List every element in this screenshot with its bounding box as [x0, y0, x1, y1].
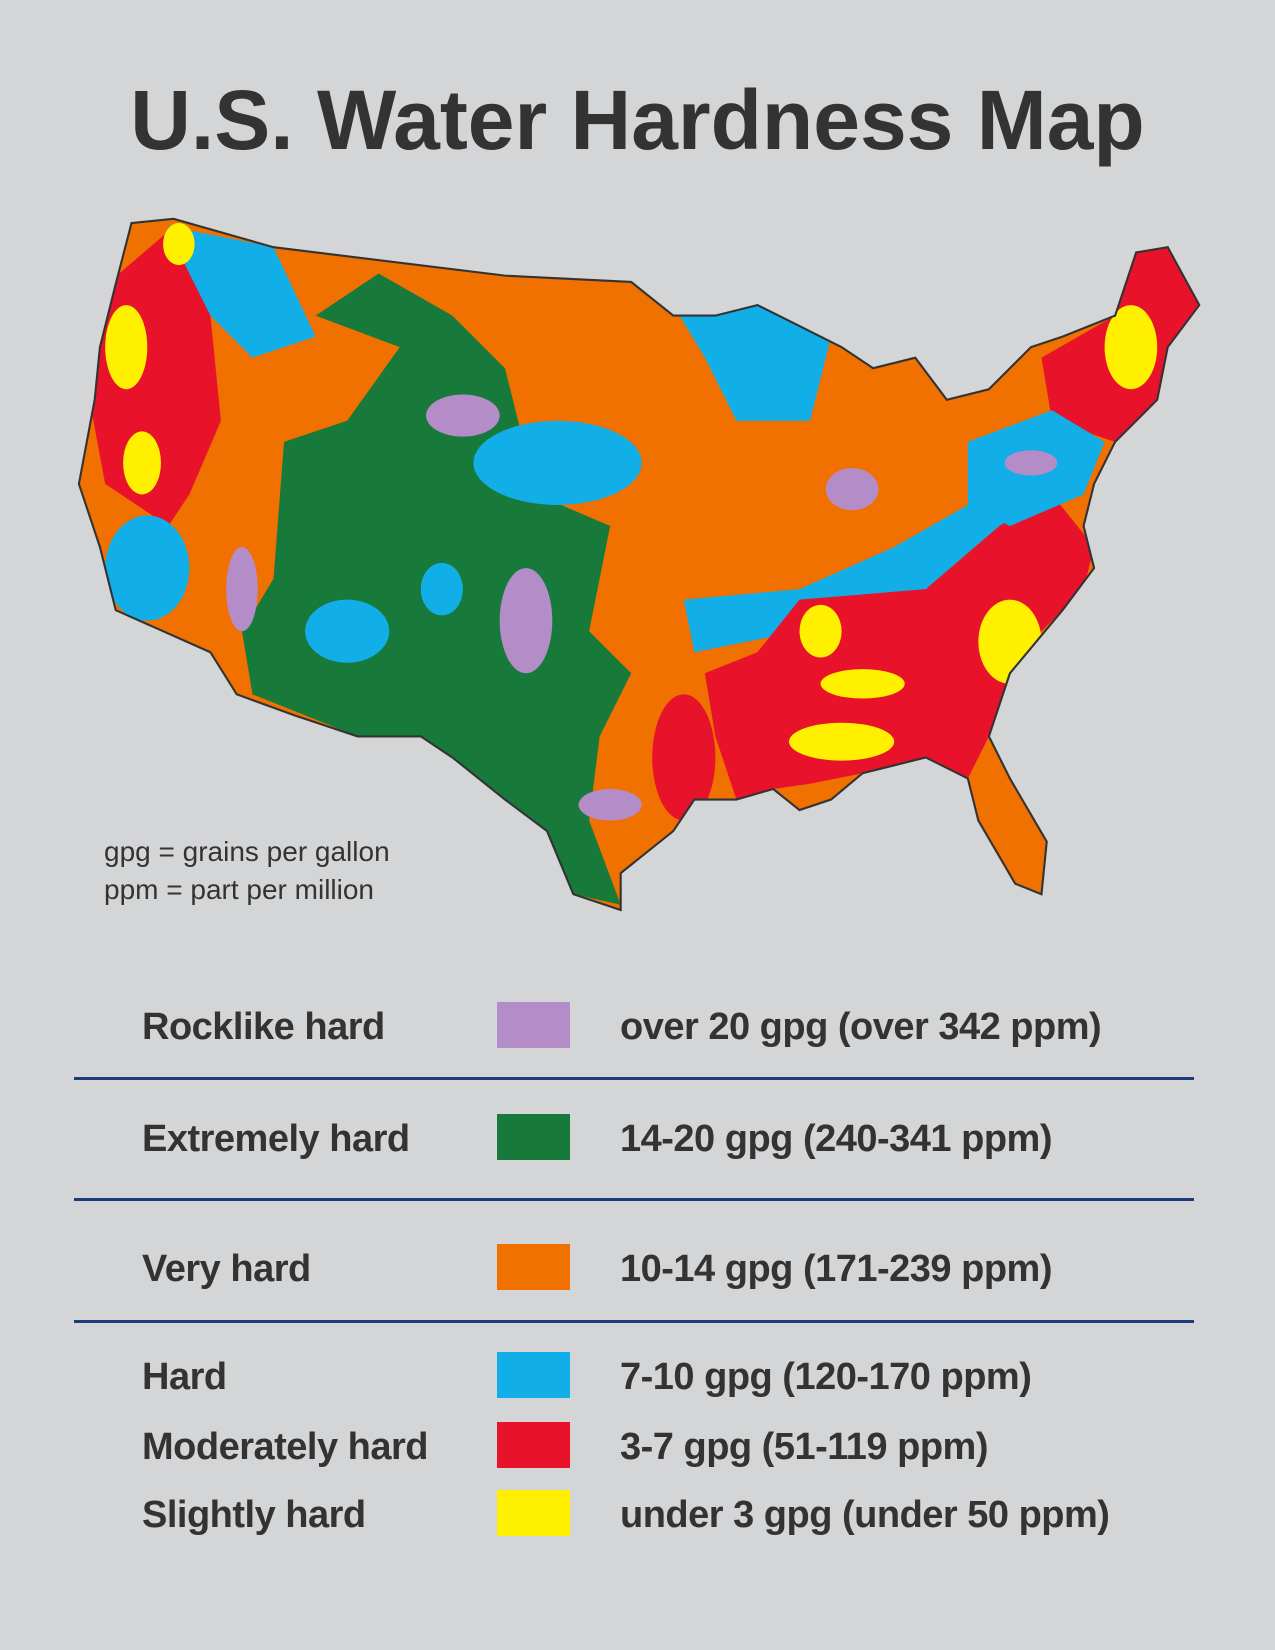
region — [683, 441, 1074, 653]
region — [305, 599, 390, 663]
region — [89, 231, 221, 526]
legend-description: 14-20 gpg (240-341 ppm) — [620, 1118, 1052, 1160]
region — [799, 604, 842, 658]
legend-row: Hard 7-10 gpg (120-170 ppm) — [142, 1352, 1262, 1400]
legend-swatch — [497, 1002, 570, 1048]
us-map — [77, 217, 1201, 912]
region — [105, 305, 148, 390]
region — [578, 789, 642, 821]
region — [105, 515, 190, 621]
legend-description: over 20 gpg (over 342 ppm) — [620, 1006, 1102, 1048]
separator — [74, 1320, 1194, 1323]
legend-row: Very hard 10-14 gpg (171-239 ppm) — [142, 1244, 1262, 1292]
legend-swatch — [497, 1422, 570, 1468]
region — [473, 420, 642, 505]
title: U.S. Water Hardness Map — [130, 73, 1145, 167]
region — [1004, 450, 1058, 476]
separator — [74, 1077, 1194, 1080]
region — [704, 494, 1095, 800]
region — [163, 223, 195, 266]
legend-label: Moderately hard — [142, 1426, 429, 1468]
region — [652, 694, 716, 821]
region — [226, 547, 258, 632]
legend-swatch — [497, 1490, 570, 1536]
legend-description: under 3 gpg (under 50 ppm) — [620, 1494, 1110, 1536]
legend-description: 10-14 gpg (171-239 ppm) — [620, 1248, 1052, 1290]
note: ppm = part per million — [104, 874, 375, 905]
legend-description: 7-10 gpg (120-170 ppm) — [620, 1356, 1032, 1398]
region — [789, 722, 895, 761]
region — [673, 305, 832, 421]
region — [820, 669, 905, 699]
legend-label: Very hard — [142, 1248, 311, 1290]
separator — [74, 1198, 1194, 1201]
legend-label: Slightly hard — [142, 1494, 366, 1536]
region — [420, 562, 463, 616]
legend-swatch — [497, 1114, 570, 1160]
legend-description: 3-7 gpg (51-119 ppm) — [620, 1426, 988, 1468]
note: gpg = grains per gallon — [104, 836, 390, 867]
legend-label: Extremely hard — [142, 1118, 410, 1160]
region — [426, 394, 500, 437]
legend-row: Slightly hard under 3 gpg (under 50 ppm) — [142, 1490, 1262, 1538]
legend-label: Hard — [142, 1356, 227, 1398]
region — [157, 226, 316, 358]
legend-row: Rocklike hard over 20 gpg (over 342 ppm) — [142, 1002, 1262, 1050]
region — [123, 431, 161, 495]
region — [499, 568, 553, 674]
legend-row: Extremely hard 14-20 gpg (240-341 ppm) — [142, 1114, 1262, 1162]
region — [978, 599, 1042, 684]
regions — [78, 218, 1200, 910]
region — [825, 468, 879, 511]
legend-label: Rocklike hard — [142, 1006, 385, 1048]
legend-row: Moderately hard 3-7 gpg (51-119 ppm) — [142, 1422, 1262, 1470]
legend-swatch — [497, 1352, 570, 1398]
region — [1104, 305, 1158, 390]
legend-swatch — [497, 1244, 570, 1290]
